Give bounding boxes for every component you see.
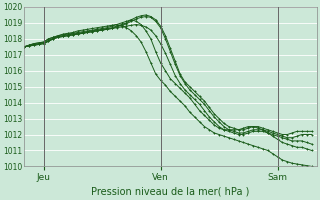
X-axis label: Pression niveau de la mer( hPa ): Pression niveau de la mer( hPa ) (91, 187, 250, 197)
